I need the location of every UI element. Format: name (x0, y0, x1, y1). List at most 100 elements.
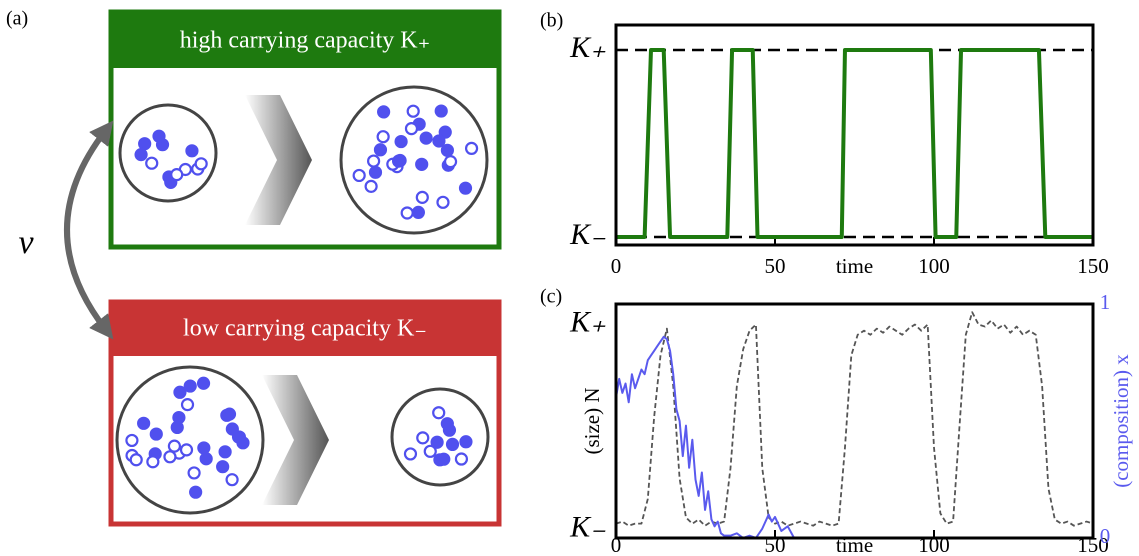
particle (400, 206, 414, 220)
y2-axis-label: (composition) x (1109, 354, 1133, 488)
particles (125, 104, 479, 499)
particle (406, 104, 420, 118)
particle (403, 447, 418, 461)
particle (218, 445, 232, 459)
particle (194, 157, 208, 171)
particle (419, 131, 433, 145)
plot-frame (614, 23, 1095, 247)
particle (458, 181, 473, 195)
panel-label: (a) (6, 8, 28, 30)
particle (423, 444, 437, 458)
particle (394, 134, 408, 149)
x-tick-label: 0 (611, 533, 622, 556)
data-line (615, 311, 1094, 527)
particle (445, 437, 460, 452)
y-axis-label: (size) N (580, 387, 604, 454)
particle (179, 443, 194, 457)
particle (172, 410, 186, 425)
particle (436, 195, 450, 209)
particle (196, 376, 211, 390)
particle (367, 154, 381, 168)
particle (199, 452, 213, 466)
particle (434, 104, 448, 118)
x-tick-label: 100 (918, 254, 950, 278)
particle (134, 148, 148, 162)
particle (167, 439, 182, 453)
particle (373, 143, 388, 157)
x-tick-label: 150 (1077, 254, 1109, 278)
particle (146, 455, 160, 469)
particle (459, 435, 473, 449)
panel-label: (b) (540, 10, 563, 32)
particle (376, 130, 390, 144)
x-tick-label: 100 (918, 533, 950, 556)
particle (197, 441, 211, 455)
rate-symbol: ν (18, 224, 34, 261)
particle (225, 422, 239, 436)
particle (352, 168, 366, 183)
particle (138, 137, 152, 151)
particle (137, 416, 151, 430)
particle (129, 453, 143, 467)
chevron (262, 375, 329, 505)
particle (368, 165, 383, 179)
particle (152, 129, 166, 143)
y2-tick-label: 0 (1100, 524, 1111, 548)
particle (180, 398, 195, 412)
particle (189, 485, 203, 499)
particle (391, 154, 406, 168)
x-tick-label: 50 (765, 254, 786, 278)
y-tick-label: K₋ (569, 218, 606, 251)
particle (440, 143, 455, 157)
particle (377, 105, 391, 119)
particle (432, 134, 446, 148)
y-tick-label: K₊ (569, 31, 606, 64)
x-tick-label: 50 (765, 533, 786, 556)
particle (125, 433, 139, 448)
particle (170, 168, 184, 182)
particle (222, 407, 237, 421)
particle (145, 156, 159, 170)
particle (225, 473, 239, 487)
particle (216, 460, 230, 474)
particle (411, 205, 425, 219)
y-tick-label: K₋ (569, 511, 606, 544)
data-line (615, 335, 1093, 539)
particle (443, 155, 458, 169)
particle (163, 450, 177, 464)
particle (415, 157, 429, 171)
switch-arrow (64, 120, 114, 340)
particle (187, 466, 201, 480)
particle (437, 452, 451, 466)
bottom-header (111, 302, 499, 356)
bottom-title: low carrying capacity K₋ (183, 316, 427, 342)
y-tick-label: K₊ (569, 305, 606, 338)
particle (183, 379, 197, 393)
chevron (245, 95, 312, 225)
particle (454, 452, 469, 466)
particle (404, 121, 419, 136)
top-header (111, 12, 499, 68)
particle (415, 190, 429, 204)
particle (185, 144, 199, 158)
x-axis-label: time (836, 254, 873, 278)
top-title: high carrying capacity K₊ (180, 28, 431, 54)
particle (432, 406, 446, 420)
particle (232, 430, 247, 444)
y2-tick-label: 1 (1100, 290, 1111, 314)
particle (464, 141, 479, 156)
population-circle (339, 85, 489, 235)
plot-frame (614, 302, 1095, 540)
particle (438, 125, 452, 139)
data-line (616, 48, 1093, 239)
population-circle (118, 103, 218, 203)
x-tick-label: 0 (611, 254, 622, 278)
particle (149, 427, 163, 441)
particle (364, 179, 378, 193)
panel-label: (c) (540, 286, 562, 308)
particle (173, 385, 187, 399)
particle (416, 431, 430, 445)
particle (442, 423, 457, 437)
particle (430, 435, 444, 449)
